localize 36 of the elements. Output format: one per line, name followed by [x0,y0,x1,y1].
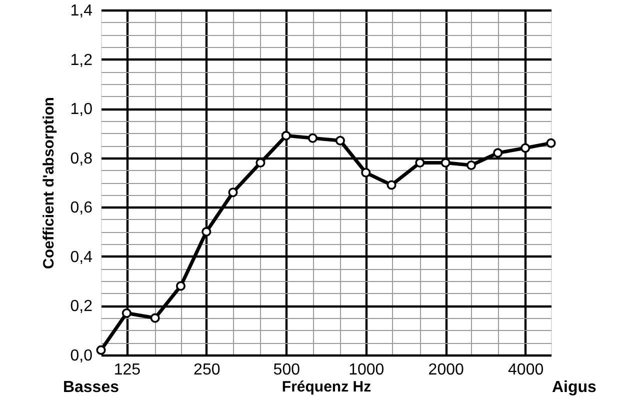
x-tick-label: 2000 [428,362,464,378]
x-tick-label: 4000 [508,362,544,378]
point [546,138,556,148]
point [256,158,266,168]
point [386,180,396,190]
y-tick-label: 0,2 [70,298,93,316]
y-tick-label: 0,4 [70,248,93,266]
point [228,188,238,198]
point [361,168,371,178]
x-tick-label: 500 [273,362,300,378]
x-axis-title: Fréquenz Hz [282,378,372,396]
point [335,136,345,146]
point [440,158,450,168]
point [493,148,503,158]
y-tick-label: 1,4 [70,2,93,20]
point [150,313,160,323]
point [520,143,530,153]
text: Aigus [552,379,597,396]
text: Basses [62,379,120,396]
point [466,160,476,170]
point [281,130,291,140]
point [122,308,132,318]
point [415,158,425,168]
y-tick-label: 1,0 [70,101,93,118]
y-tick-label: 0,8 [70,150,93,168]
y-tick-label: 1,2 [70,52,93,69]
point [202,227,212,237]
y-tick-label: 0,6 [70,200,93,217]
x-tick-label: 1000 [348,362,384,378]
point [96,345,106,355]
x-tick-label: 125 [114,362,141,378]
x-tick-label: 250 [194,362,220,378]
point [176,281,186,291]
point [308,133,318,143]
y-axis-title: Coefficient d'absorption [40,97,58,269]
y-tick-label: 0,0 [70,348,93,364]
